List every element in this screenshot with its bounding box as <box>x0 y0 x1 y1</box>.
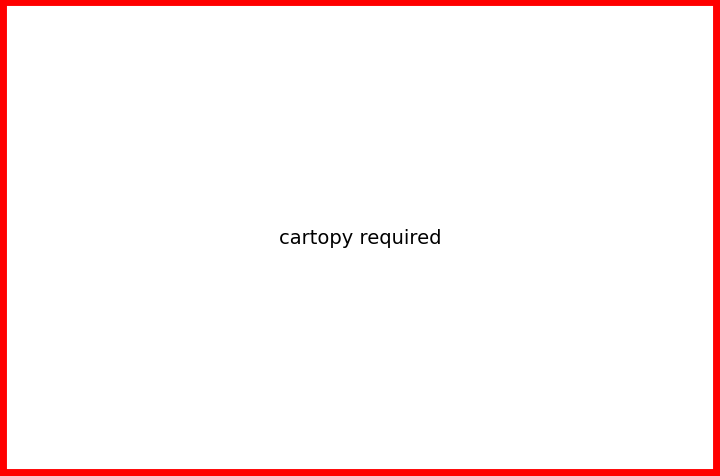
Text: cartopy required: cartopy required <box>279 228 441 248</box>
